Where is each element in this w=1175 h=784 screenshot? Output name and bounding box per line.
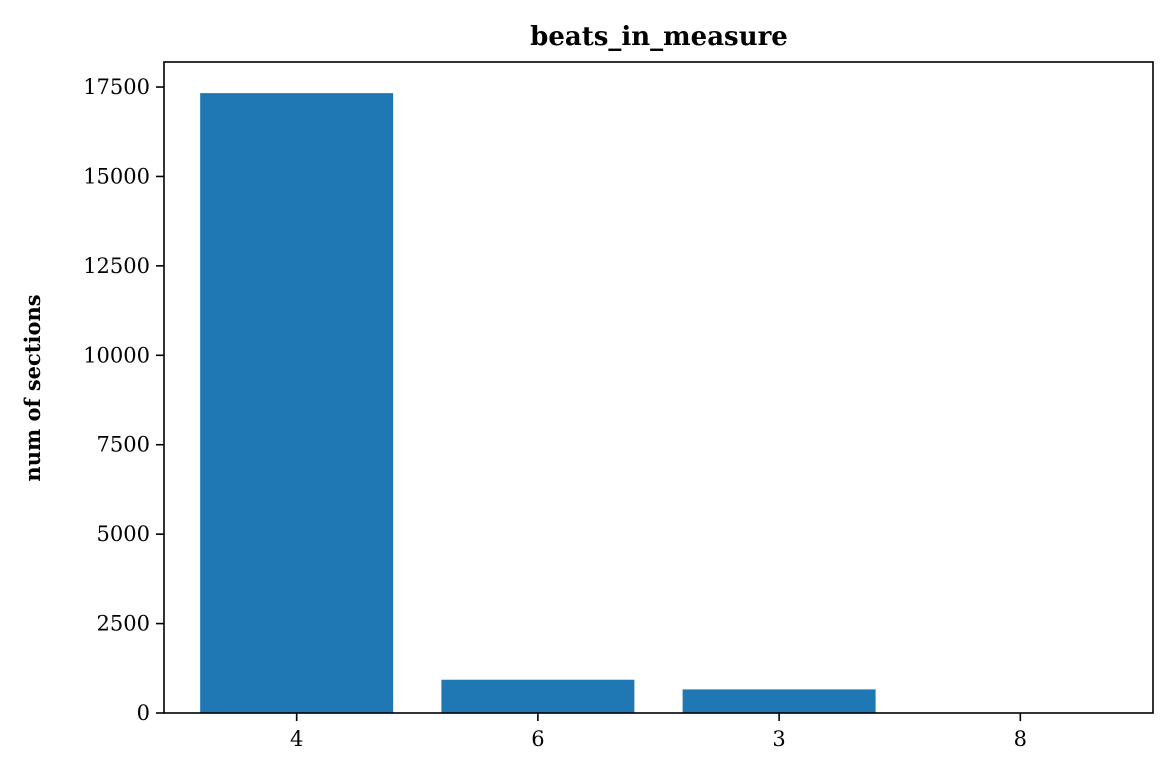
y-tick-label-15000: 15000 xyxy=(83,164,150,188)
x-tick-label-3: 3 xyxy=(772,727,785,751)
y-tick-label-17500: 17500 xyxy=(83,75,150,99)
x-tick-label-6: 6 xyxy=(531,727,544,751)
x-axis-ticks: 4 6 3 8 xyxy=(290,713,1027,751)
y-tick-label-10000: 10000 xyxy=(83,343,150,367)
y-tick-label-2500: 2500 xyxy=(97,612,150,636)
y-tick-label-0: 0 xyxy=(137,701,150,725)
x-tick-label-4: 4 xyxy=(290,727,303,751)
bars-layer xyxy=(200,93,1117,713)
y-tick-label-5000: 5000 xyxy=(97,522,150,546)
y-tick-label-7500: 7500 xyxy=(97,433,150,457)
bar-6 xyxy=(441,680,634,713)
bar-4 xyxy=(200,93,393,713)
y-axis-label: num of sections xyxy=(20,294,45,481)
bar-3 xyxy=(683,689,876,713)
x-tick-label-8: 8 xyxy=(1014,727,1027,751)
y-tick-label-12500: 12500 xyxy=(83,254,150,278)
y-axis-ticks: 0 2500 5000 7500 10000 12500 15000 17500 xyxy=(83,75,164,725)
chart-title: beats_in_measure xyxy=(530,22,788,52)
